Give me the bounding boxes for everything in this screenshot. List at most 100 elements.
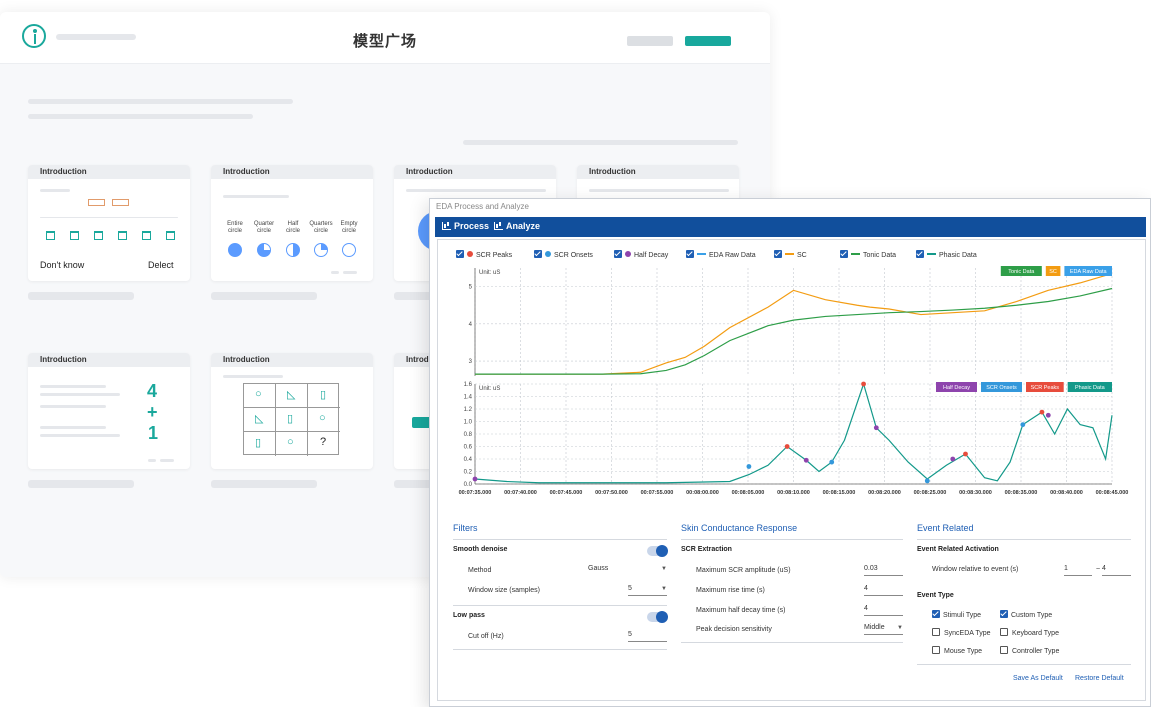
save-default-button[interactable]: Save As Default bbox=[1013, 675, 1063, 682]
cup-icon bbox=[166, 231, 175, 240]
checkbox-label: Controller Type bbox=[1012, 648, 1060, 655]
event-type-label: Event Type bbox=[917, 592, 954, 599]
x-tick-label: 00:08:20.000 bbox=[868, 490, 901, 496]
half-decay-point bbox=[873, 425, 879, 431]
toggle-tonic[interactable]: Tonic Data bbox=[840, 250, 896, 259]
checkbox-label: Stimuli Type bbox=[943, 612, 981, 619]
cut-off-input[interactable]: 5 bbox=[628, 631, 667, 642]
primary-button[interactable] bbox=[685, 36, 731, 46]
x-tick-label: 00:08:25.000 bbox=[914, 490, 947, 496]
y-axis-unit-label: Unit: uS bbox=[479, 386, 500, 392]
filters-title: Filters bbox=[453, 523, 478, 533]
stimuli-type-checkbox[interactable]: Stimuli Type bbox=[932, 610, 981, 619]
series-line-phasic-data bbox=[474, 382, 1113, 484]
custom-type-checkbox[interactable]: Custom Type bbox=[1000, 610, 1052, 619]
header-placeholder bbox=[56, 34, 136, 40]
chevron-down-icon: ▼ bbox=[897, 625, 903, 631]
max-decay-input[interactable]: 4 bbox=[864, 605, 903, 616]
flag-shape-icon: ◺ bbox=[255, 413, 264, 425]
cup-icon bbox=[70, 231, 79, 240]
empty-circle-icon[interactable] bbox=[342, 243, 356, 257]
card-action-button[interactable] bbox=[412, 417, 436, 428]
activation-label: Event Related Activation bbox=[917, 546, 999, 553]
app-logo-icon[interactable] bbox=[22, 24, 46, 48]
window-to-input[interactable]: 4 bbox=[1102, 565, 1131, 576]
quarter-circle-icon[interactable] bbox=[257, 243, 271, 257]
legend-label: EDA Raw Data bbox=[709, 252, 756, 259]
toggle-scr-onsets[interactable]: SCR Onsets bbox=[534, 250, 593, 259]
checkbox-label: Custom Type bbox=[1011, 612, 1053, 619]
delect-label: Delect bbox=[148, 260, 174, 270]
legend-tag-label: SC bbox=[1049, 269, 1057, 275]
window-from-input[interactable]: 1 bbox=[1064, 565, 1092, 576]
window-size-select[interactable]: 5 ▼ bbox=[628, 585, 667, 596]
keyboard-type-checkbox[interactable]: Keyboard Type bbox=[1000, 628, 1059, 637]
card-divider bbox=[40, 217, 178, 218]
circle-shape-icon: ○ bbox=[319, 412, 326, 424]
model-card-circles[interactable]: Introduction Entire circle Quarter circl… bbox=[211, 165, 373, 281]
scr-peak-point bbox=[963, 451, 968, 457]
secondary-button[interactable] bbox=[627, 36, 673, 46]
card-text-placeholder bbox=[40, 426, 106, 429]
quarters-circle-icon[interactable] bbox=[314, 243, 328, 257]
smooth-denoise-toggle[interactable] bbox=[647, 545, 668, 557]
tab-label: Process bbox=[454, 221, 490, 231]
scr-peak-point bbox=[861, 381, 866, 387]
card-header: Introduction bbox=[211, 353, 373, 367]
card-text-placeholder bbox=[223, 375, 283, 378]
half-decay-point bbox=[1045, 412, 1051, 418]
cut-off-label: Cut off (Hz) bbox=[468, 633, 504, 640]
low-pass-label: Low pass bbox=[453, 612, 485, 619]
restore-default-button[interactable]: Restore Default bbox=[1075, 675, 1124, 682]
max-amplitude-label: Maximum SCR amplitude (uS) bbox=[696, 567, 791, 574]
legend-tag bbox=[1045, 266, 1061, 276]
scr-onset-point bbox=[1020, 422, 1026, 428]
scr-peak-point bbox=[1039, 409, 1045, 415]
model-card-cups[interactable]: Introduction Don't know Delect bbox=[28, 165, 190, 281]
circle-shape-icon: ○ bbox=[287, 436, 294, 448]
window-title: EDA Process and Analyze bbox=[436, 202, 529, 211]
tab-analyze[interactable]: Analyze bbox=[494, 221, 540, 231]
sensitivity-select[interactable]: Middle ▼ bbox=[864, 624, 903, 635]
legend-tag-label: Tonic Data bbox=[1008, 269, 1035, 275]
toggle-phasic[interactable]: Phasic Data bbox=[916, 250, 977, 259]
peak-marker-icon bbox=[467, 251, 473, 257]
checkbox-label: Keyboard Type bbox=[1012, 630, 1059, 637]
controller-type-checkbox[interactable]: Controller Type bbox=[1000, 646, 1059, 655]
mouse-type-checkbox[interactable]: Mouse Type bbox=[932, 646, 982, 655]
cup-icon bbox=[142, 231, 151, 240]
model-card-math[interactable]: Introduction 4 + 1 bbox=[28, 353, 190, 469]
legend-tag-label: EDA Raw Data bbox=[1070, 269, 1108, 275]
card-header: Introduction bbox=[577, 165, 739, 179]
y-axis-unit-label: Unit: uS bbox=[479, 270, 500, 276]
y-tick-label: 0.2 bbox=[464, 470, 473, 476]
y-tick-label: 1.0 bbox=[464, 420, 473, 426]
half-circle-icon[interactable] bbox=[286, 243, 300, 257]
y-tick-label: 1.4 bbox=[464, 395, 473, 401]
legend-label: Half Decay bbox=[634, 252, 669, 259]
max-amplitude-input[interactable]: 0.03 bbox=[864, 565, 903, 576]
syncEDA-type-checkbox[interactable]: SyncEDA Type bbox=[932, 628, 991, 637]
filter-placeholder bbox=[463, 140, 738, 145]
low-pass-toggle[interactable] bbox=[647, 611, 668, 623]
toggle-scr-peaks[interactable]: SCR Peaks bbox=[456, 250, 512, 259]
method-select[interactable]: Gauss ▼ bbox=[588, 565, 667, 576]
cup-icon bbox=[94, 231, 103, 240]
max-rise-label: Maximum rise time (s) bbox=[696, 587, 765, 594]
toggle-eda-raw[interactable]: EDA Raw Data bbox=[686, 250, 756, 259]
smooth-denoise-label: Smooth denoise bbox=[453, 546, 508, 553]
model-card-grid[interactable]: Introduction ○ ◺ ▯ ◺ ▯ ○ ▯ ○ ? bbox=[211, 353, 373, 469]
toggle-sc[interactable]: SC bbox=[774, 250, 807, 259]
max-rise-input[interactable]: 4 bbox=[864, 585, 903, 596]
x-tick-label: 00:07:50.000 bbox=[595, 490, 628, 496]
eda-charts[interactable]: Unit: uS 5 4 3 EDA Raw Data SC Tonic Data Unit:… bbox=[438, 258, 1147, 526]
section-divider bbox=[917, 539, 1131, 540]
eda-window: EDA Process and Analyze Process Analyze … bbox=[429, 198, 1151, 707]
entire-circle-icon[interactable] bbox=[228, 243, 242, 257]
tab-process[interactable]: Process bbox=[442, 221, 489, 231]
scr-peak-point bbox=[784, 444, 790, 449]
toggle-half-decay[interactable]: Half Decay bbox=[614, 250, 668, 259]
checkbox-checked-icon bbox=[614, 250, 622, 258]
legend-label: SCR Peaks bbox=[476, 252, 513, 259]
